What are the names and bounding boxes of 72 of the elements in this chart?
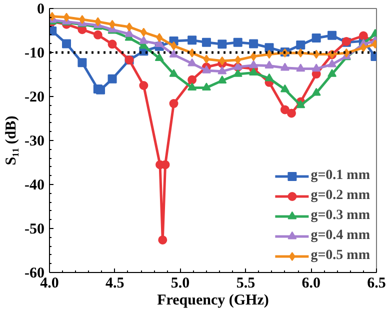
point bbox=[264, 60, 274, 69]
point bbox=[360, 43, 367, 52]
point bbox=[188, 36, 197, 45]
point bbox=[312, 33, 321, 42]
point bbox=[218, 56, 226, 66]
point bbox=[264, 73, 274, 82]
y-tick-label: -50 bbox=[24, 222, 45, 238]
y-tick-label: -20 bbox=[24, 90, 45, 106]
point bbox=[154, 53, 164, 62]
point bbox=[63, 12, 70, 22]
point bbox=[188, 58, 197, 66]
y-axis-title: S₁₁ (dB) bbox=[4, 116, 20, 166]
point bbox=[249, 68, 258, 76]
point bbox=[202, 38, 211, 47]
point bbox=[328, 59, 337, 68]
point bbox=[203, 54, 210, 64]
point bbox=[358, 31, 368, 40]
legend-label: g=0.5 mm bbox=[310, 248, 370, 264]
legend-label: g=0.1 mm bbox=[310, 168, 370, 184]
x-tick-label: 6.0 bbox=[302, 276, 320, 292]
point bbox=[280, 62, 290, 71]
x-tick-label: 5.5 bbox=[236, 276, 256, 292]
point bbox=[202, 82, 211, 91]
point bbox=[280, 105, 290, 114]
y-tick-label: -30 bbox=[24, 134, 45, 150]
x-tick-label: 5.0 bbox=[170, 276, 190, 292]
point bbox=[218, 66, 227, 74]
point bbox=[139, 36, 148, 44]
point bbox=[188, 82, 197, 91]
legend-label: g=0.4 mm bbox=[310, 228, 370, 244]
point bbox=[312, 64, 321, 72]
point bbox=[108, 74, 117, 84]
point bbox=[79, 15, 86, 24]
point bbox=[296, 40, 306, 50]
point bbox=[78, 58, 87, 68]
point bbox=[169, 50, 178, 58]
point bbox=[328, 30, 337, 40]
point bbox=[218, 76, 227, 84]
point bbox=[264, 43, 274, 52]
point bbox=[96, 85, 106, 94]
point bbox=[286, 108, 296, 118]
point bbox=[233, 68, 242, 77]
point bbox=[249, 39, 258, 48]
point bbox=[202, 65, 211, 74]
point bbox=[218, 40, 227, 49]
x-axis-title: Frequency (GHz) bbox=[157, 292, 269, 308]
point bbox=[158, 235, 168, 244]
point bbox=[233, 38, 242, 47]
point bbox=[94, 17, 102, 26]
legend-label: g=0.3 mm bbox=[310, 208, 370, 224]
point bbox=[250, 52, 257, 61]
point bbox=[296, 100, 306, 108]
point bbox=[169, 99, 178, 108]
x-tick-label: 6.5 bbox=[367, 276, 386, 292]
point bbox=[188, 75, 197, 84]
point bbox=[169, 68, 178, 77]
point bbox=[62, 39, 72, 48]
y-tick-label: -40 bbox=[24, 178, 45, 194]
y-tick-label: 0 bbox=[37, 2, 44, 18]
point bbox=[156, 33, 163, 42]
y-tick-label: -10 bbox=[24, 46, 45, 62]
point bbox=[108, 40, 117, 49]
point bbox=[234, 55, 242, 64]
point bbox=[312, 88, 321, 96]
x-tick-label: 4.5 bbox=[106, 276, 124, 292]
point bbox=[280, 84, 290, 92]
point bbox=[328, 68, 337, 77]
legend-label: g=0.2 mm bbox=[310, 188, 370, 204]
point bbox=[249, 60, 258, 68]
point bbox=[93, 30, 102, 40]
point bbox=[296, 64, 306, 72]
point bbox=[139, 81, 148, 90]
